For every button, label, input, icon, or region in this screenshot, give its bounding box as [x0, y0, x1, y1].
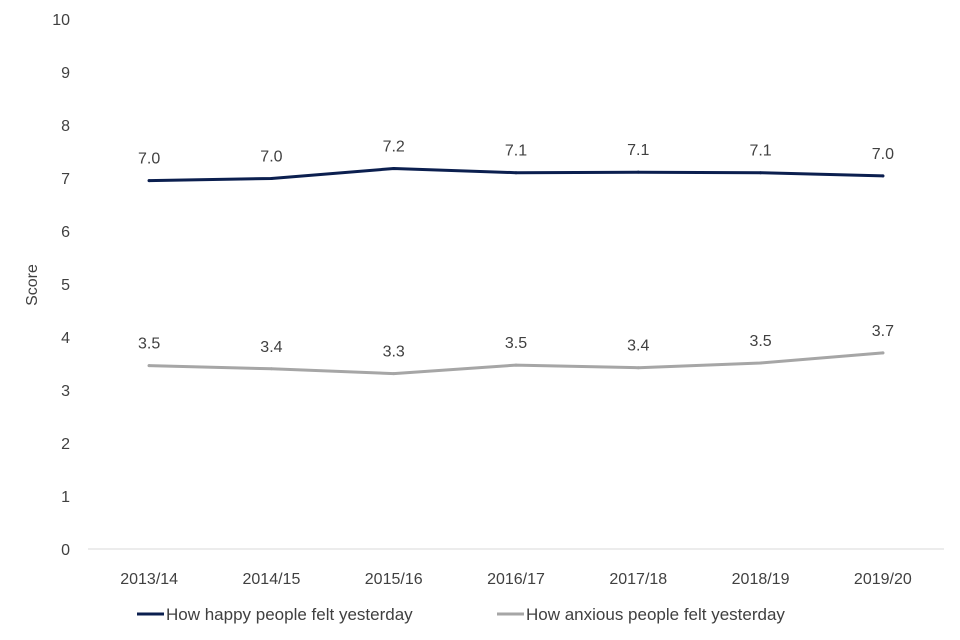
data-point	[514, 363, 518, 367]
y-tick-label: 7	[61, 171, 70, 188]
x-tick-label: 2016/17	[487, 571, 545, 588]
legend-label-anxious: How anxious people felt yesterday	[526, 605, 785, 624]
y-axis-title: Score	[24, 264, 41, 306]
data-point	[881, 351, 885, 355]
legend: How happy people felt yesterday How anxi…	[137, 605, 785, 624]
x-tick-label: 2015/16	[365, 571, 423, 588]
data-point	[636, 170, 640, 174]
series-group: 7.0 7.0 7.2 7.1 7.1 7.1 7.0 3.5 3.4 3.3 3.5 3.4 3.5 3…	[138, 138, 894, 376]
y-tick-label: 8	[61, 118, 70, 135]
x-tick-label: 2013/14	[120, 571, 178, 588]
y-tick-label: 10	[52, 12, 70, 29]
x-tick-label: 2018/19	[732, 571, 790, 588]
data-label: 3.4	[260, 339, 282, 356]
y-tick-label: 0	[61, 542, 70, 559]
data-point	[269, 177, 273, 181]
x-tick-label: 2019/20	[854, 571, 912, 588]
data-label: 7.1	[749, 143, 771, 160]
data-label: 3.5	[505, 335, 527, 352]
y-tick-label: 6	[61, 224, 70, 241]
data-point	[147, 364, 151, 368]
data-point	[392, 166, 396, 170]
data-label: 3.5	[749, 333, 771, 350]
y-tick-label: 1	[61, 489, 70, 506]
data-point	[636, 366, 640, 370]
data-point	[759, 361, 763, 365]
y-tick-label: 3	[61, 383, 70, 400]
data-label: 3.7	[872, 323, 894, 340]
data-point	[147, 179, 151, 183]
y-tick-label: 4	[61, 330, 70, 347]
y-tick-label: 9	[61, 65, 70, 82]
data-point	[514, 171, 518, 175]
y-tick-label: 5	[61, 277, 70, 294]
legend-label-happy: How happy people felt yesterday	[166, 605, 413, 624]
data-label: 7.1	[627, 142, 649, 159]
x-tick-label: 2014/15	[243, 571, 301, 588]
data-label: 7.1	[505, 143, 527, 160]
x-axis-ticks: 2013/14 2014/15 2015/16 2016/17 2017/18 2018/…	[120, 571, 912, 588]
y-axis-ticks: 0 1 2 3 4 5 6 7 8 9 10	[52, 12, 70, 559]
y-tick-label: 2	[61, 436, 70, 453]
data-point	[269, 367, 273, 371]
data-label: 3.3	[383, 344, 405, 361]
series-line-0	[147, 167, 885, 183]
data-point	[881, 174, 885, 178]
data-label: 7.0	[872, 146, 894, 163]
data-label: 7.0	[260, 149, 282, 166]
data-point	[392, 372, 396, 376]
data-label: 7.2	[383, 138, 405, 155]
data-point	[759, 171, 763, 175]
data-label: 3.4	[627, 338, 649, 355]
x-tick-label: 2017/18	[609, 571, 667, 588]
data-label: 7.0	[138, 151, 160, 168]
data-label: 3.5	[138, 336, 160, 353]
series-line-1	[147, 351, 885, 376]
